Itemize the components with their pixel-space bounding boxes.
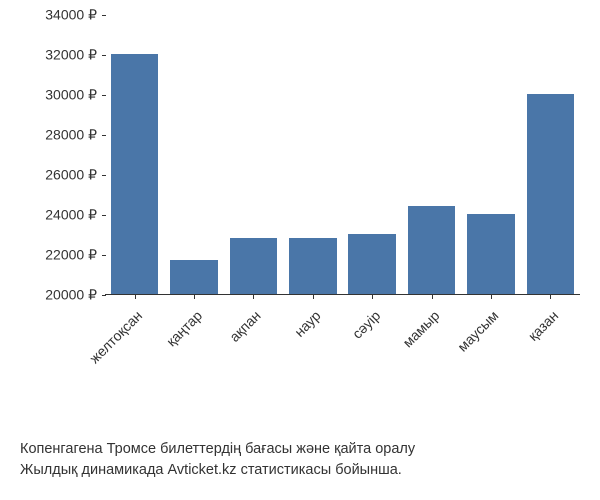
x-tick-label: желтоқсан [86, 307, 145, 366]
bars-group [105, 15, 580, 294]
x-axis-labels: желтоқсанқаңтарақпаннаурсәуірмамырмаусым… [105, 300, 580, 405]
y-tick-label: 22000 ₽ [45, 247, 97, 264]
x-tick-mark [313, 295, 314, 299]
y-axis: 20000 ₽22000 ₽24000 ₽26000 ₽28000 ₽30000… [20, 15, 105, 295]
bar [527, 94, 575, 294]
bar [408, 206, 456, 294]
caption-line-1: Копенгагена Тромсе билеттердің бағасы жә… [20, 439, 580, 459]
x-tick-label: ақпан [227, 307, 264, 344]
x-tick-mark [253, 295, 254, 299]
x-tick-mark [550, 295, 551, 299]
bar [467, 214, 515, 294]
bar [348, 234, 396, 294]
y-tick-label: 34000 ₽ [45, 7, 97, 24]
x-tick-mark [194, 295, 195, 299]
bar [111, 54, 159, 294]
y-tick-label: 26000 ₽ [45, 167, 97, 184]
x-tick-label: қазан [524, 307, 561, 344]
chart-container: 20000 ₽ 22000 ₽ 24000 ₽ 26000 ₽ 28000 ₽ 30000… [20, 15, 580, 405]
x-tick-mark [432, 295, 433, 299]
bar [170, 260, 218, 294]
bar [289, 238, 337, 294]
x-tick-mark [372, 295, 373, 299]
caption-line-2: Жылдық динамикада Avticket.kz статистика… [20, 460, 580, 480]
x-tick-label: маусым [454, 307, 501, 354]
x-tick-mark [491, 295, 492, 299]
plot-area [105, 15, 580, 295]
y-tick-label: 32000 ₽ [45, 47, 97, 64]
x-tick-label: мамыр [399, 307, 442, 350]
bar [230, 238, 278, 294]
y-tick-label: 24000 ₽ [45, 207, 97, 224]
y-tick-label: 28000 ₽ [45, 127, 97, 144]
y-tick-label: 30000 ₽ [45, 87, 97, 104]
y-tick-label: 20000 ₽ [45, 287, 97, 304]
x-tick-label: наур [291, 307, 324, 340]
x-tick-mark [135, 295, 136, 299]
x-tick-label: сәуір [348, 307, 382, 341]
chart-caption: Копенгагена Тромсе билеттердің бағасы жә… [20, 439, 580, 480]
y-tick-mark [102, 295, 106, 296]
x-tick-label: қаңтар [163, 307, 205, 349]
